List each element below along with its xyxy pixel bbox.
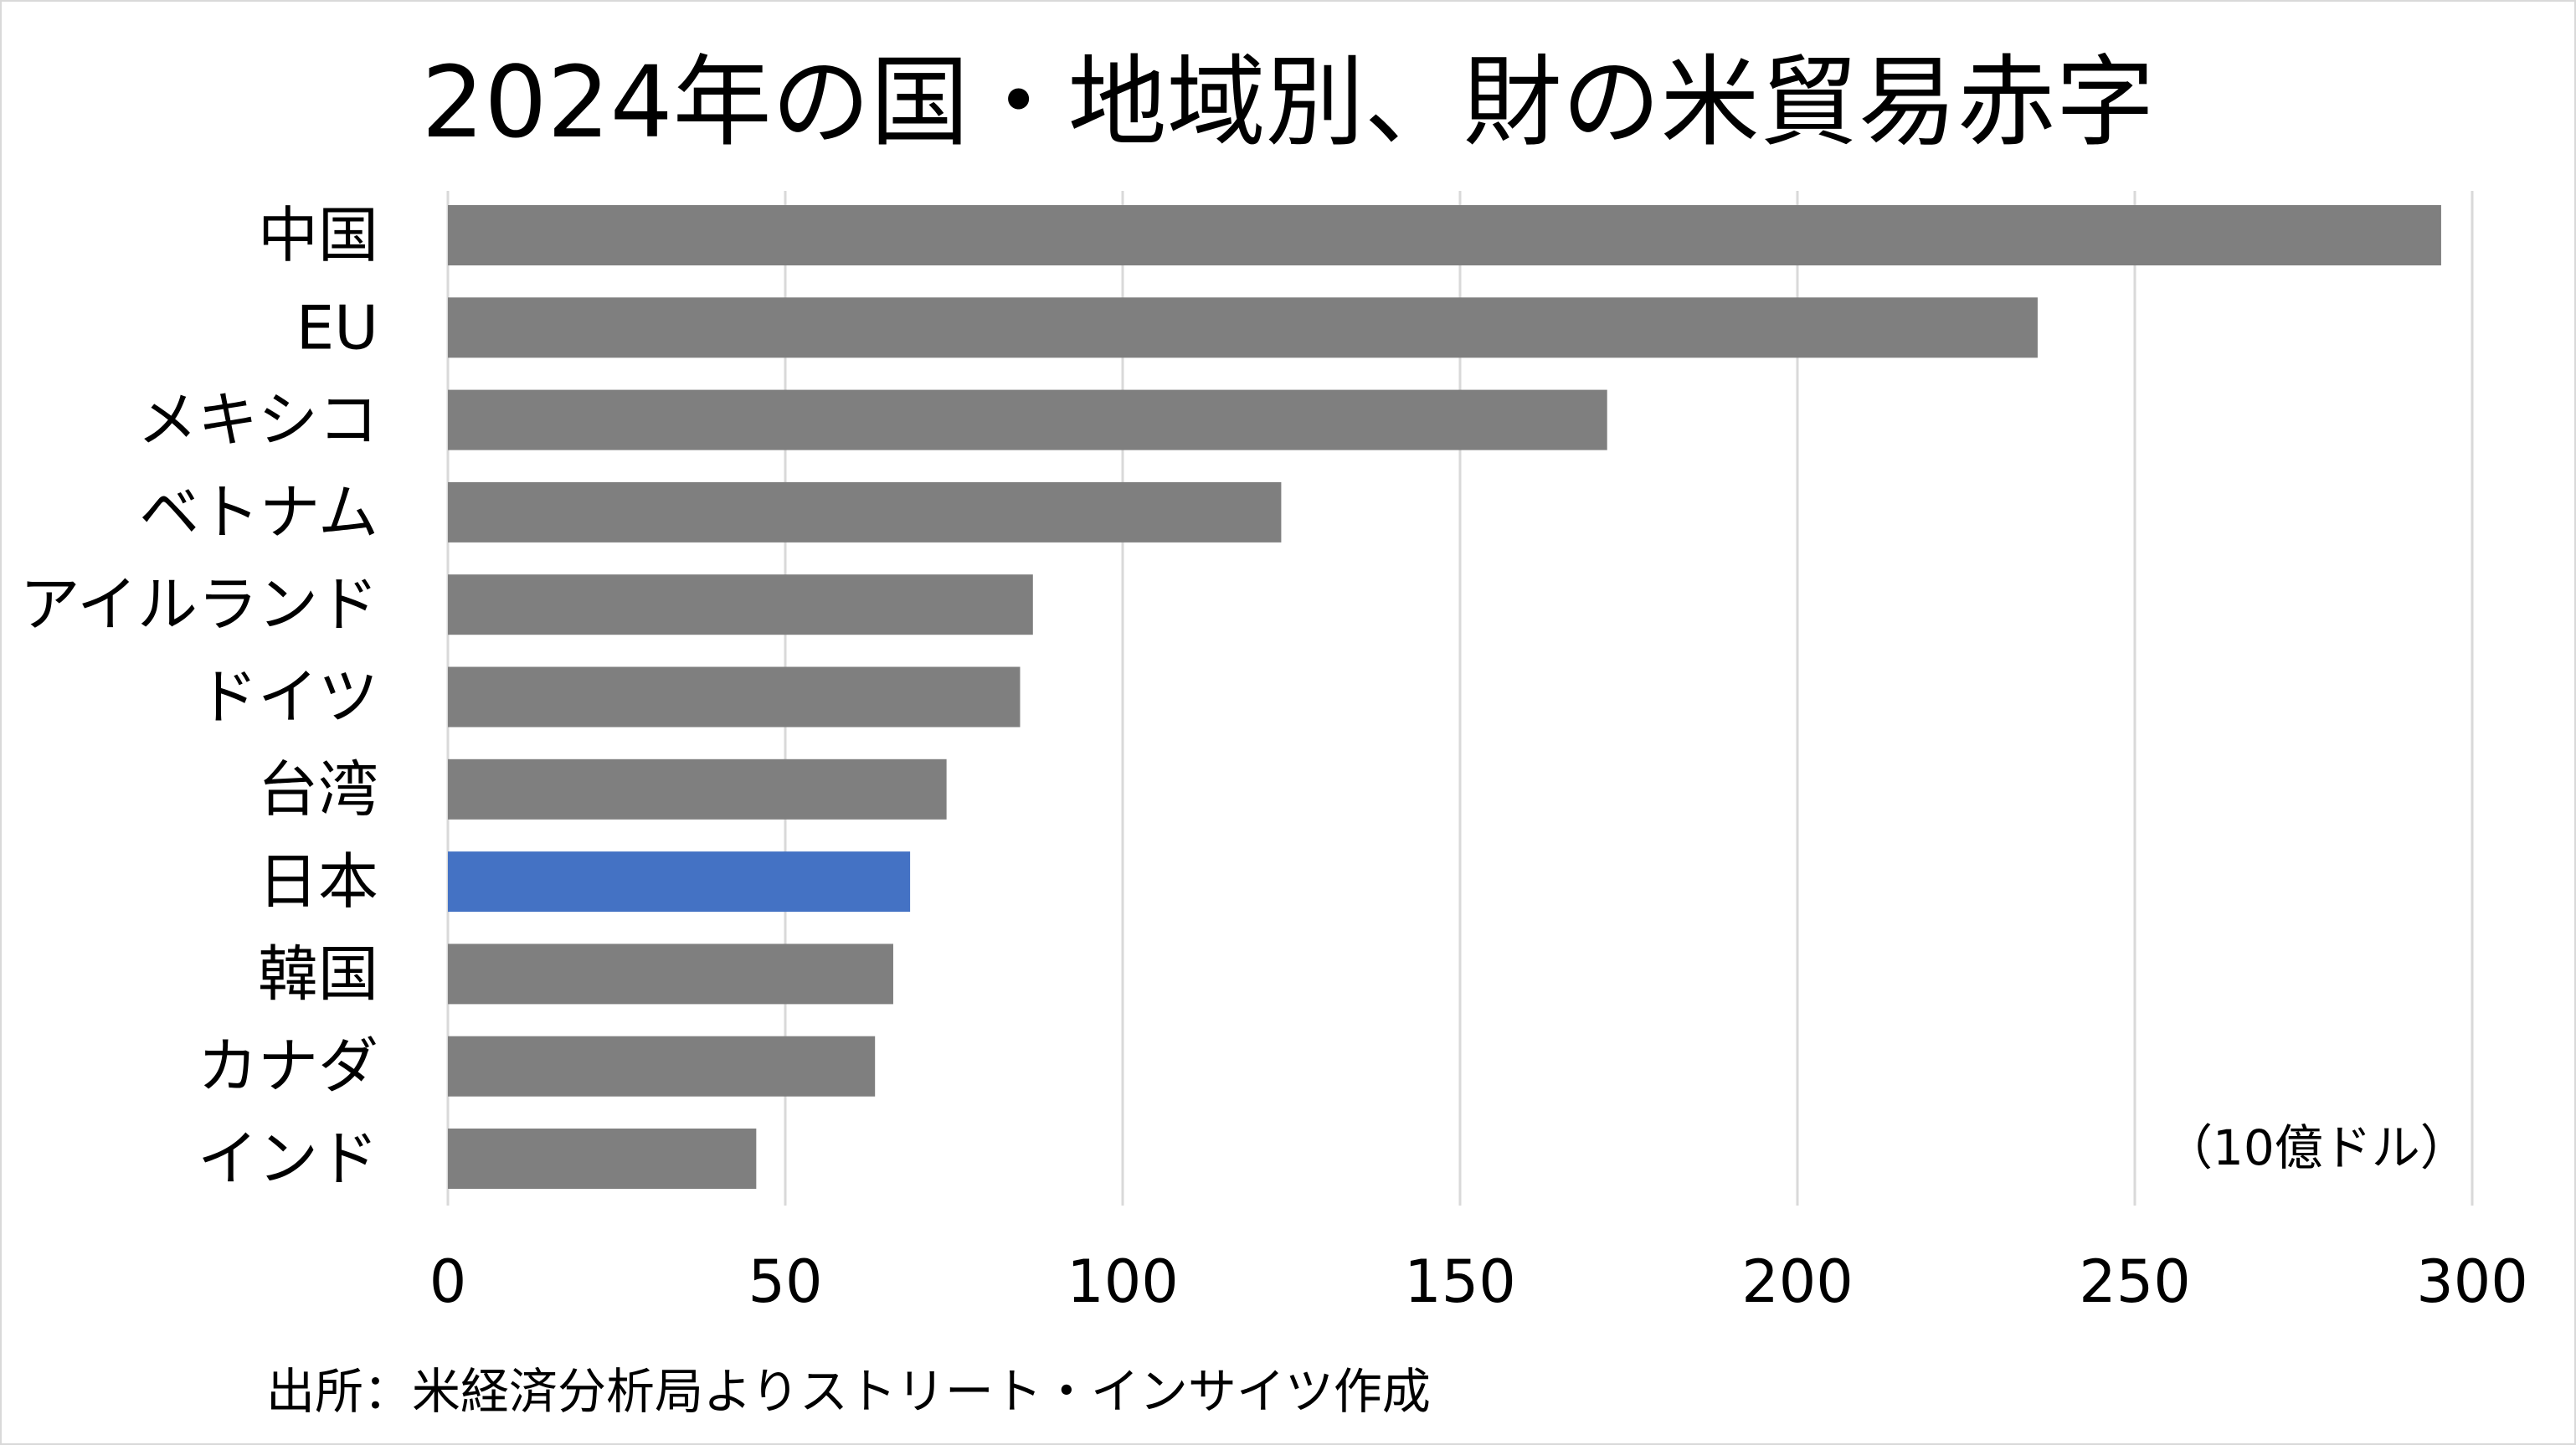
bar-1 [448,297,2038,358]
category-label: ドイツ [198,662,378,733]
x-tick-labels: 0 50 100 150 200 250 300 [429,1247,2528,1316]
x-tick-label: 100 [1067,1247,1179,1316]
category-label: 韓国 [258,938,378,1009]
bar-9 [448,1036,876,1097]
bar-7 [448,851,911,913]
category-label: EU [296,292,378,363]
x-tick-label: 250 [2079,1247,2191,1316]
unit-label: （10億ドル） [2164,1119,2469,1176]
x-tick-label: 300 [2416,1247,2528,1316]
x-tick-label: 50 [748,1247,822,1316]
bars [448,205,2441,1189]
x-tick-label: 0 [429,1247,467,1316]
category-label: ベトナム [139,477,378,548]
bar-2 [448,389,1607,450]
x-tick-label: 200 [1741,1247,1854,1316]
bar-10 [448,1129,757,1189]
bar-3 [448,481,1282,543]
source-note: 出所：米経済分析局よりストリート・インサイツ作成 [266,1363,1431,1420]
category-label: インド [198,1124,378,1194]
bar-6 [448,758,947,820]
category-label: カナダ [198,1031,378,1102]
bar-4 [448,574,1033,635]
bar-8 [448,944,893,1005]
category-label: 日本 [258,846,378,917]
category-label: アイルランド [20,569,378,640]
category-label: メキシコ [137,385,378,455]
bar-5 [448,666,1021,728]
category-label: 中国 [258,200,378,270]
x-tick-label: 150 [1404,1247,1516,1316]
category-label: 台湾 [258,754,378,825]
chart-title: 2024年の国・地域別、財の米貿易赤字 [421,44,2155,160]
bar-0 [448,205,2441,265]
